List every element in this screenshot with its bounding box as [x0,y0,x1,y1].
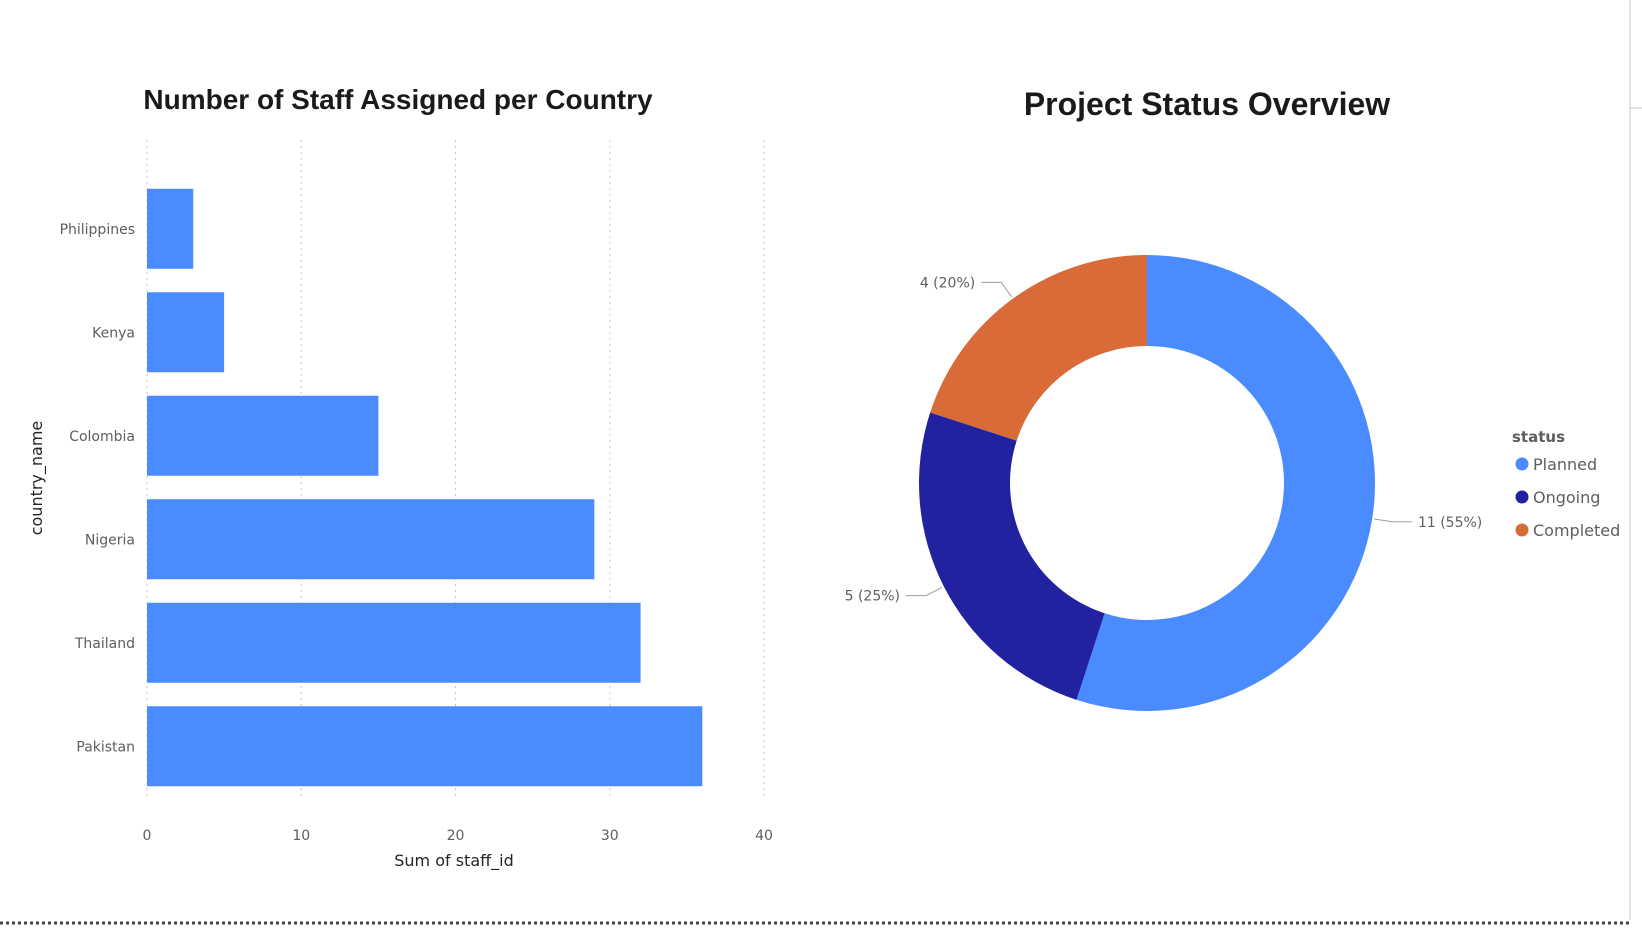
legend-marker [1515,490,1529,504]
bar-pakistan[interactable] [147,706,703,787]
x-tick-label: 40 [755,828,773,844]
project-status-chart[interactable]: Project Status Overview 11 (55%) 5 (25%) 4… [845,86,1621,711]
category-label: Kenya [92,325,135,341]
x-tick-label: 0 [143,828,152,844]
legend-item-ongoing[interactable]: Ongoing [1533,488,1600,507]
donut-data-labels: 11 (55%) 5 (25%) 4 (20%) [845,275,1483,604]
legend-title: status [1512,428,1565,446]
slice-data-label: 11 (55%) [1418,515,1482,531]
category-label: Philippines [60,222,135,238]
slice-data-label: 4 (20%) [920,275,975,291]
staff-per-country-chart[interactable]: Number of Staff Assigned per Country Phi… [27,84,773,871]
leader-line [906,586,943,597]
legend-item-planned[interactable]: Planned [1533,455,1597,474]
legend-item-completed[interactable]: Completed [1533,521,1620,540]
slice-completed[interactable] [930,255,1147,441]
bar-kenya[interactable] [147,292,225,373]
legend-marker [1515,523,1529,537]
x-tick-label: 30 [601,828,619,844]
bar-chart-title: Number of Staff Assigned per Country [143,84,653,115]
leader-line [1374,518,1412,523]
leader-line [981,281,1013,298]
x-tick-label: 20 [447,828,465,844]
category-label: Colombia [69,429,135,445]
category-label: Pakistan [76,739,135,755]
category-label: Nigeria [85,532,135,548]
donut-legend[interactable]: status Planned Ongoing Completed [1512,428,1620,540]
x-axis-title: Sum of staff_id [394,851,514,871]
y-axis-title: country_name [27,421,47,536]
donut-slices[interactable] [918,255,1375,711]
bar-chart-category-labels: Philippines Kenya Colombia Nigeria Thailand P… [60,222,135,756]
bar-philippines[interactable] [147,188,194,269]
x-tick-label: 10 [292,828,310,844]
bar-chart-x-ticks: 0 10 20 30 40 [143,828,773,844]
bar-colombia[interactable] [147,395,379,476]
legend-marker [1515,457,1529,471]
slice-ongoing[interactable] [918,412,1105,700]
bar-nigeria[interactable] [147,499,595,580]
donut-leader-lines [906,281,1412,597]
bar-thailand[interactable] [147,602,641,683]
slice-planned[interactable] [1076,255,1375,711]
donut-chart-title: Project Status Overview [1024,86,1390,122]
bar-chart-bars[interactable] [147,188,703,787]
category-label: Thailand [74,636,135,652]
legend-items[interactable]: Planned Ongoing Completed [1515,455,1621,540]
slice-data-label: 5 (25%) [845,589,900,605]
